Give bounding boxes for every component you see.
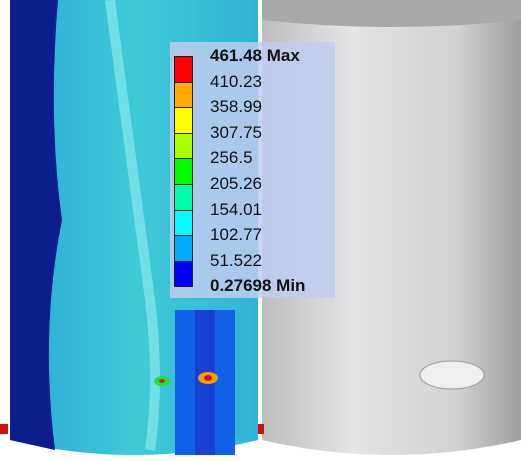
marker	[258, 424, 264, 434]
dent	[420, 361, 484, 389]
legend: 461.48 Max 410.23 358.99 307.75 256.5 205.26 1…	[170, 42, 335, 298]
color-swatch	[174, 210, 193, 237]
legend-label: 256.5	[210, 148, 253, 168]
color-swatch	[174, 133, 193, 160]
legend-label: 410.23	[210, 72, 262, 92]
color-swatch	[174, 261, 193, 288]
color-swatch	[174, 56, 193, 83]
legend-label: 205.26	[210, 174, 262, 194]
legend-label: 51.522	[210, 251, 262, 271]
color-swatch	[174, 184, 193, 211]
color-swatch	[174, 158, 193, 185]
screenshot: 461.48 Max 410.23 358.99 307.75 256.5 205.26 1…	[0, 0, 521, 461]
color-swatch	[174, 235, 193, 262]
legend-label: 307.75	[210, 123, 262, 143]
legend-label: 154.01	[210, 200, 262, 220]
color-swatch	[174, 82, 193, 109]
legend-label: 461.48 Max	[210, 46, 300, 66]
marker	[0, 424, 8, 434]
legend-label: 358.99	[210, 97, 262, 117]
cylinder-top	[262, 0, 521, 27]
color-swatch	[174, 107, 193, 134]
legend-label: 0.27698 Min	[210, 276, 305, 296]
hotspot-core	[159, 379, 165, 383]
hotspot-core	[204, 375, 212, 381]
legend-label: 102.77	[210, 225, 262, 245]
